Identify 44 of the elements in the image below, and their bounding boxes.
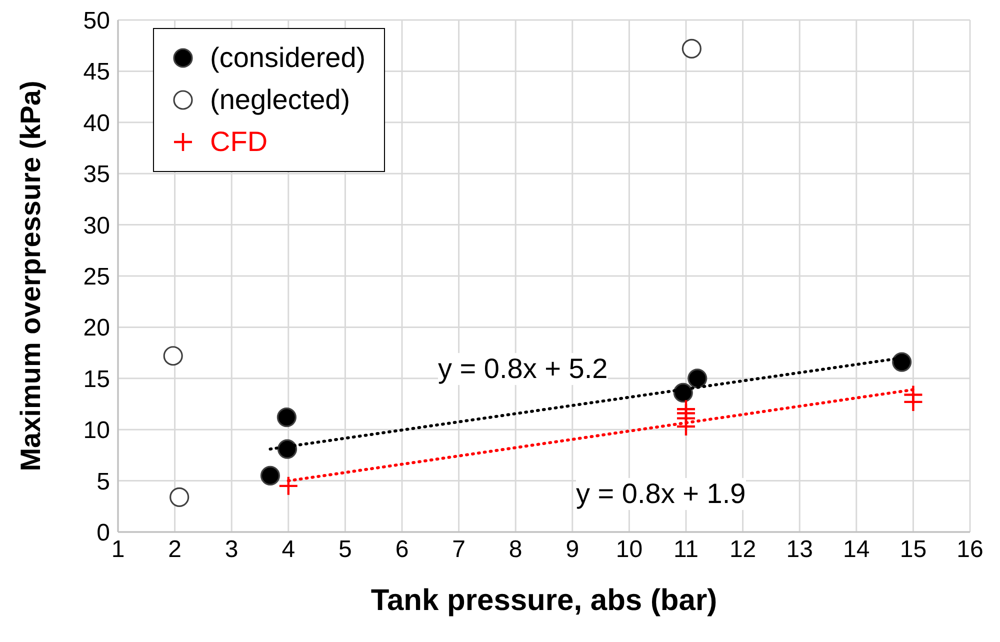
y-tick-label: 20 <box>83 314 110 342</box>
point <box>163 346 183 366</box>
x-tick-label: 7 <box>452 536 466 564</box>
x-tick-label: 11 <box>674 536 698 564</box>
legend-label: CFD <box>210 126 268 158</box>
x-tick-label: 16 <box>956 536 984 564</box>
x-tick-label: 14 <box>843 536 870 564</box>
point <box>903 384 924 405</box>
x-tick-label: 4 <box>282 536 296 564</box>
x-tick-label: 3 <box>224 536 238 564</box>
point <box>682 38 702 58</box>
point <box>688 368 708 388</box>
y-tick-label: 50 <box>83 8 110 35</box>
point <box>170 487 190 507</box>
x-tick-label: 1 <box>111 536 125 564</box>
y-axis-title: Maximum overpressure (kPa) <box>14 80 46 472</box>
x-tick-label: 15 <box>900 536 927 564</box>
y-tick-label: 15 <box>83 366 110 393</box>
x-tick-label: 10 <box>616 536 643 564</box>
annotation: y = 0.8x + 1.9 <box>576 478 746 510</box>
point <box>278 476 298 496</box>
x-tick-label: 2 <box>168 536 182 564</box>
y-tick-label: 35 <box>83 161 110 188</box>
point <box>892 352 912 372</box>
y-tick-label: 45 <box>83 58 110 86</box>
x-tick-label: 13 <box>786 536 813 564</box>
x-tick-label: 8 <box>508 536 522 564</box>
y-tick-label: 25 <box>83 264 110 291</box>
legend-label: (considered) <box>210 42 366 74</box>
legend-label: (neglected) <box>210 84 350 116</box>
y-tick-label: 40 <box>83 110 110 137</box>
x-tick-label: 12 <box>729 536 756 564</box>
point <box>276 408 296 428</box>
y-tick-label: 30 <box>83 212 110 240</box>
x-tick-label: 5 <box>338 536 352 564</box>
y-tick-label: 10 <box>83 417 110 444</box>
point <box>260 466 280 486</box>
point <box>676 399 696 420</box>
x-axis-title: Tank pressure, abs (bar) <box>370 584 718 617</box>
annotation: y = 0.8x + 5.2 <box>438 353 608 385</box>
x-tick-label: 9 <box>566 536 580 564</box>
y-tick-label: 0 <box>96 520 110 547</box>
y-tick-label: 5 <box>96 468 110 496</box>
x-tick-label: 6 <box>395 536 409 564</box>
